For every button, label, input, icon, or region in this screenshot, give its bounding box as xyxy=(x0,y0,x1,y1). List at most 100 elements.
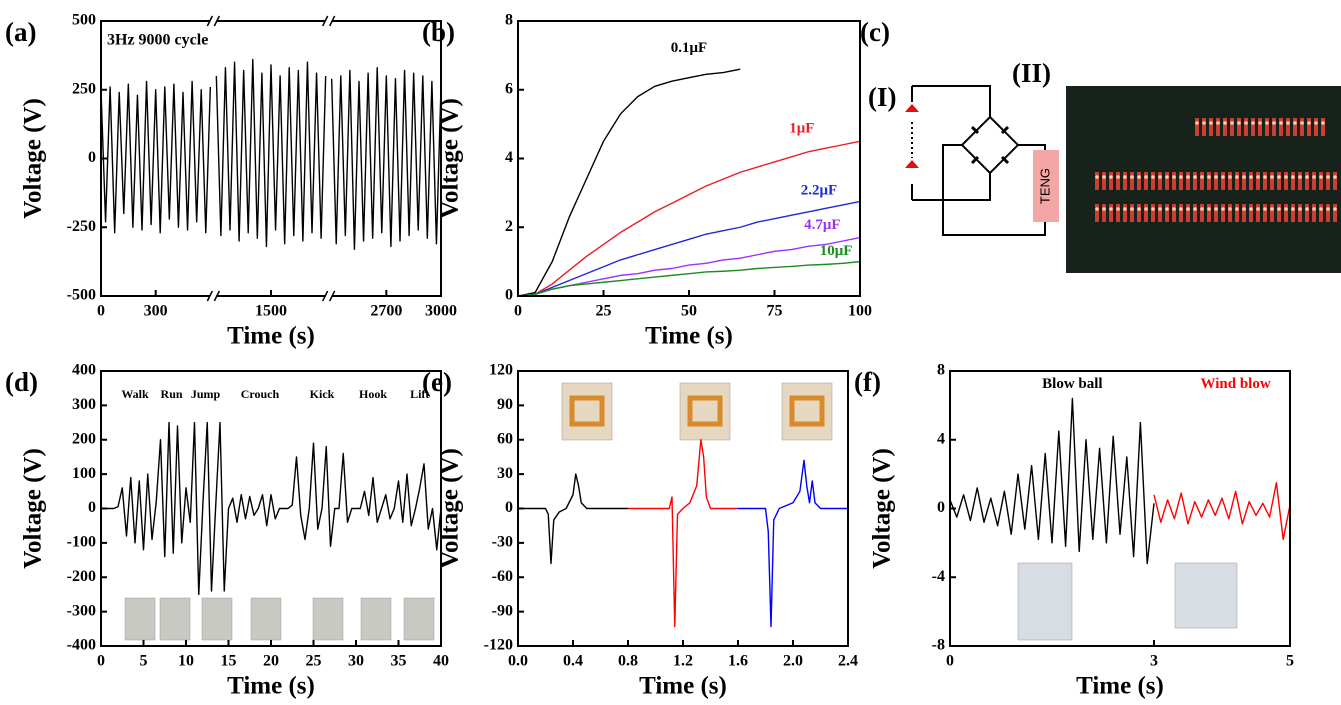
led xyxy=(1286,118,1290,136)
led xyxy=(1270,204,1274,222)
y-tick-label: -90 xyxy=(492,602,513,619)
led-dot xyxy=(1256,207,1260,211)
x-tick-label: 2.4 xyxy=(838,653,858,670)
led-dot xyxy=(1326,175,1330,179)
led-dot xyxy=(1272,121,1276,125)
x-tick-label: 0.0 xyxy=(508,653,528,670)
led-dot xyxy=(1207,175,1211,179)
y-tick-label: 100 xyxy=(72,465,96,482)
led-dot xyxy=(1258,121,1262,125)
x-tick-label: 50 xyxy=(681,303,697,320)
led xyxy=(1237,118,1241,136)
led xyxy=(1305,204,1309,222)
led-dot xyxy=(1109,175,1113,179)
led xyxy=(1277,204,1281,222)
plot-frame xyxy=(100,20,442,297)
led xyxy=(1137,204,1141,222)
led xyxy=(1095,172,1099,190)
teng-label: TENG xyxy=(1037,168,1052,204)
led-dot xyxy=(1230,121,1234,125)
led xyxy=(1109,172,1113,190)
y-tick-label: 30 xyxy=(497,465,513,482)
led xyxy=(1151,172,1155,190)
led xyxy=(1230,118,1234,136)
y-tick-label: -100 xyxy=(67,534,96,551)
led xyxy=(1102,172,1106,190)
panel-label: (d) xyxy=(5,367,38,397)
x-axis-label: Time (s) xyxy=(227,323,315,350)
led xyxy=(1214,172,1218,190)
panel-label: (a) xyxy=(5,17,36,47)
led-dot xyxy=(1298,175,1302,179)
led-dot xyxy=(1279,121,1283,125)
series-label: Blow ball xyxy=(1042,376,1102,392)
led-dot xyxy=(1179,175,1183,179)
led xyxy=(1242,204,1246,222)
led-dot xyxy=(1123,175,1127,179)
led-dot xyxy=(1116,175,1120,179)
led xyxy=(1312,172,1316,190)
led xyxy=(1307,118,1311,136)
led xyxy=(1200,204,1204,222)
led-dot xyxy=(1235,207,1239,211)
led xyxy=(1333,204,1337,222)
led-dot xyxy=(1277,175,1281,179)
led-dot xyxy=(1144,207,1148,211)
led-dot xyxy=(1298,207,1302,211)
annotation: Hook xyxy=(359,387,387,401)
y-tick-label: 8 xyxy=(937,362,945,379)
led-glow xyxy=(1095,118,1337,222)
led-dot xyxy=(1102,175,1106,179)
led xyxy=(1158,204,1162,222)
led-dot xyxy=(1186,175,1190,179)
led-dot xyxy=(1165,207,1169,211)
part-label: (I) xyxy=(868,82,897,112)
led-dot xyxy=(1193,207,1197,211)
led xyxy=(1200,172,1204,190)
led xyxy=(1291,172,1295,190)
led xyxy=(1151,204,1155,222)
data-line xyxy=(101,421,442,596)
led-dot xyxy=(1291,175,1295,179)
teng-box xyxy=(1033,150,1059,222)
led xyxy=(1256,204,1260,222)
led xyxy=(1179,172,1183,190)
led xyxy=(1158,172,1162,190)
data-line xyxy=(1153,482,1291,541)
led xyxy=(1249,204,1253,222)
led xyxy=(1277,172,1281,190)
led-dot xyxy=(1321,121,1325,125)
led-dot xyxy=(1300,121,1304,125)
led-dot xyxy=(1144,175,1148,179)
led-dot xyxy=(1158,175,1162,179)
x-tick-label: 25 xyxy=(596,303,612,320)
led xyxy=(1235,204,1239,222)
axis-break-gap xyxy=(210,18,217,24)
led xyxy=(1228,172,1232,190)
y-tick-label: 2 xyxy=(505,218,513,235)
y-axis-label: Voltage (V) xyxy=(20,448,47,569)
led xyxy=(1109,204,1113,222)
x-tick-label: 3000 xyxy=(425,303,457,320)
led-dot xyxy=(1242,175,1246,179)
led-dot xyxy=(1095,175,1099,179)
annotation: Walk xyxy=(121,387,149,401)
x-tick-label: 3 xyxy=(1150,653,1158,670)
y-tick-label: 60 xyxy=(497,430,513,447)
x-tick-label: 5 xyxy=(1286,653,1294,670)
led xyxy=(1235,172,1239,190)
led xyxy=(1242,172,1246,190)
x-tick-label: 10 xyxy=(178,653,194,670)
led xyxy=(1263,172,1267,190)
y-tick-label: -200 xyxy=(67,568,96,585)
y-tick-label: 4 xyxy=(937,430,945,447)
led xyxy=(1333,172,1337,190)
led xyxy=(1095,204,1099,222)
led xyxy=(1207,172,1211,190)
x-tick-label: 0.4 xyxy=(563,653,583,670)
annotation: Crouch xyxy=(241,387,280,401)
led-dot xyxy=(1293,121,1297,125)
panel-label: (f) xyxy=(854,367,881,397)
x-tick-label: 2.0 xyxy=(783,653,803,670)
led-dot xyxy=(1200,207,1204,211)
